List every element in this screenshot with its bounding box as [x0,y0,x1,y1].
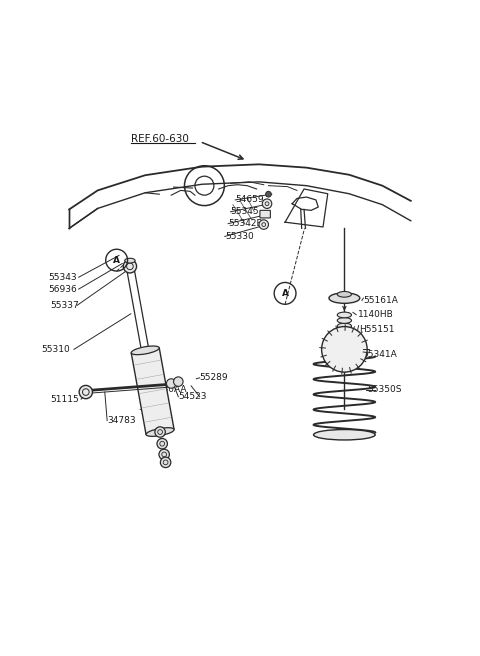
Text: 55341A: 55341A [362,350,397,359]
Ellipse shape [337,291,351,297]
Text: 55345: 55345 [230,207,259,216]
Ellipse shape [313,430,375,440]
Text: 56936: 56936 [48,285,77,294]
Circle shape [174,377,183,386]
Ellipse shape [337,312,351,318]
Ellipse shape [146,428,174,436]
Text: 55330: 55330 [225,232,253,241]
Text: 51115: 51115 [50,395,79,403]
Ellipse shape [337,318,351,323]
Circle shape [159,449,169,460]
Text: A: A [113,256,120,264]
Text: 54523: 54523 [179,392,207,401]
Text: 55310: 55310 [42,345,71,354]
Text: 55342B: 55342B [228,219,263,228]
Circle shape [167,379,176,388]
Circle shape [160,457,171,468]
Ellipse shape [329,293,360,303]
Ellipse shape [131,346,159,355]
Text: A: A [282,289,288,298]
Circle shape [322,327,367,372]
Ellipse shape [337,329,351,335]
Text: 1140HB: 1140HB [358,310,394,319]
Text: H55151: H55151 [360,325,395,335]
Ellipse shape [125,258,135,263]
Text: 54659: 54659 [235,195,264,205]
Circle shape [155,427,165,438]
Text: 34783: 34783 [107,416,136,425]
Polygon shape [131,348,174,434]
Text: 55343: 55343 [48,273,76,281]
Text: 55289: 55289 [200,373,228,382]
Circle shape [259,220,268,230]
Text: 1330AA: 1330AA [152,385,188,394]
Circle shape [157,438,168,449]
Circle shape [123,260,137,273]
Text: REF.60-630: REF.60-630 [131,134,189,144]
Text: 55161A: 55161A [363,296,398,305]
Text: 55350S: 55350S [367,385,402,394]
Circle shape [262,199,272,209]
Circle shape [79,386,93,399]
FancyBboxPatch shape [260,211,270,218]
Ellipse shape [337,323,351,329]
Circle shape [265,192,271,197]
Text: 55337: 55337 [50,300,79,310]
Text: 34783: 34783 [138,403,167,412]
